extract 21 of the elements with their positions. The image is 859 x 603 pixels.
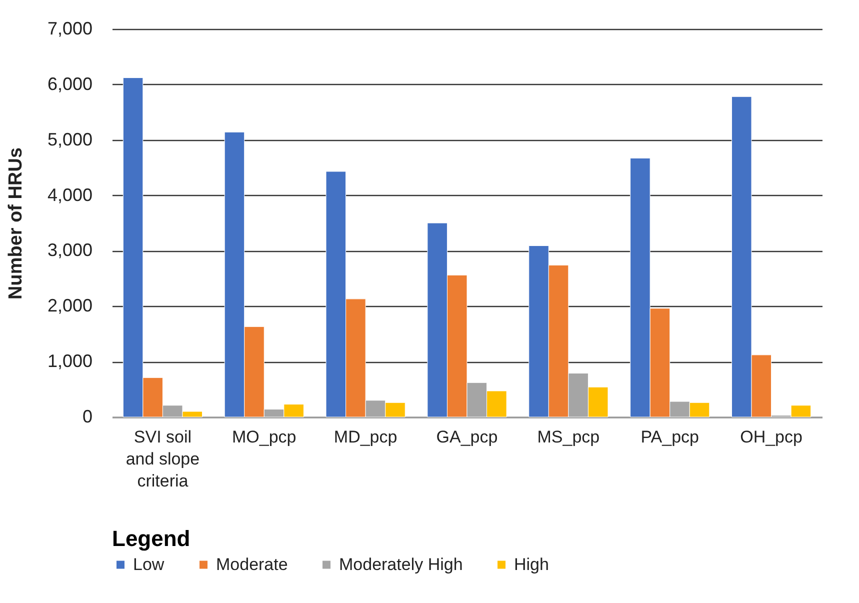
y-tick-label: 3,000 bbox=[47, 240, 92, 260]
y-axis-title: Number of HRUs bbox=[5, 147, 26, 300]
x-tick-label: MO_pcp bbox=[232, 428, 296, 446]
y-tick-label: 0 bbox=[82, 406, 92, 426]
legend-label: Low bbox=[133, 554, 165, 574]
x-tick-label: GA_pcp bbox=[436, 428, 498, 446]
legend-title: Legend bbox=[112, 526, 190, 551]
legend-label: High bbox=[514, 554, 549, 574]
x-tick-label: OH_pcp bbox=[740, 428, 802, 446]
y-tick-label: 1,000 bbox=[47, 351, 92, 372]
legend-label: Moderately High bbox=[339, 554, 463, 574]
x-tick-label: MD_pcp bbox=[334, 428, 398, 446]
y-tick-label: 4,000 bbox=[47, 184, 92, 205]
y-tick-label: 2,000 bbox=[47, 296, 92, 316]
x-tick-label: SVI soil and slope criteria bbox=[126, 428, 200, 490]
y-tick-label: 6,000 bbox=[47, 74, 92, 94]
x-tick-label: PA_pcp bbox=[640, 428, 699, 446]
legend-label: Moderate bbox=[216, 554, 288, 574]
x-tick-label: MS_pcp bbox=[537, 428, 600, 446]
y-tick-label: 7,000 bbox=[47, 18, 92, 38]
y-tick-label: 5,000 bbox=[47, 129, 92, 150]
